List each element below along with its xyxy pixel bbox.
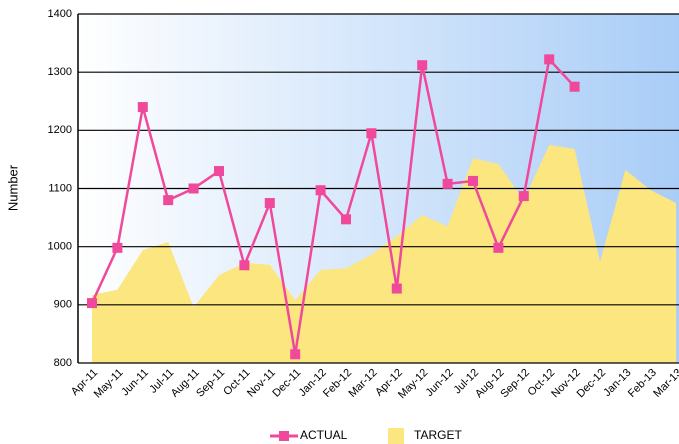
actual-marker [239,260,250,271]
actual-marker [87,298,97,309]
actual-marker [188,183,199,194]
legend-marker [279,431,289,441]
x-tick-label: May-11 [92,367,126,401]
actual-marker [417,60,428,71]
x-tick-label: Sep-11 [194,367,227,400]
actual-marker [442,178,453,189]
y-tick-label: 1300 [48,66,72,78]
x-tick-label: Dec-11 [270,367,303,400]
actual-marker [341,214,351,225]
x-tick-label: Jun-12 [424,367,456,399]
actual-marker [391,283,402,294]
x-tick-label: Jun-11 [119,367,151,399]
y-tick-label: 1100 [48,182,72,194]
y-axis-label: Number [5,164,20,211]
actual-marker [366,128,377,139]
y-tick-label: 900 [54,299,72,311]
y-tick-label: 1200 [48,124,72,136]
actual-marker [290,349,301,360]
y-tick-label: 800 [54,357,72,369]
actual-marker [112,242,123,253]
actual-marker [468,175,478,186]
x-tick-label: Dec-12 [575,367,609,401]
actual-marker [493,242,504,253]
actual-marker [163,195,174,206]
legend-swatch [388,428,404,444]
legend-label: ACTUAL [300,428,348,442]
y-tick-label: 1400 [48,8,72,20]
actual-marker [518,191,529,202]
actual-marker [569,81,580,92]
x-tick-label: Mar-12 [346,367,379,400]
actual-marker [214,166,224,177]
actual-marker [137,102,148,113]
actual-marker [544,54,555,65]
x-tick-label: Sep-12 [498,367,532,401]
actual-marker [264,198,275,209]
actual-marker [315,185,326,196]
target-area [92,144,677,363]
y-tick-label: 1000 [48,241,72,253]
legend-label: TARGET [414,428,462,442]
